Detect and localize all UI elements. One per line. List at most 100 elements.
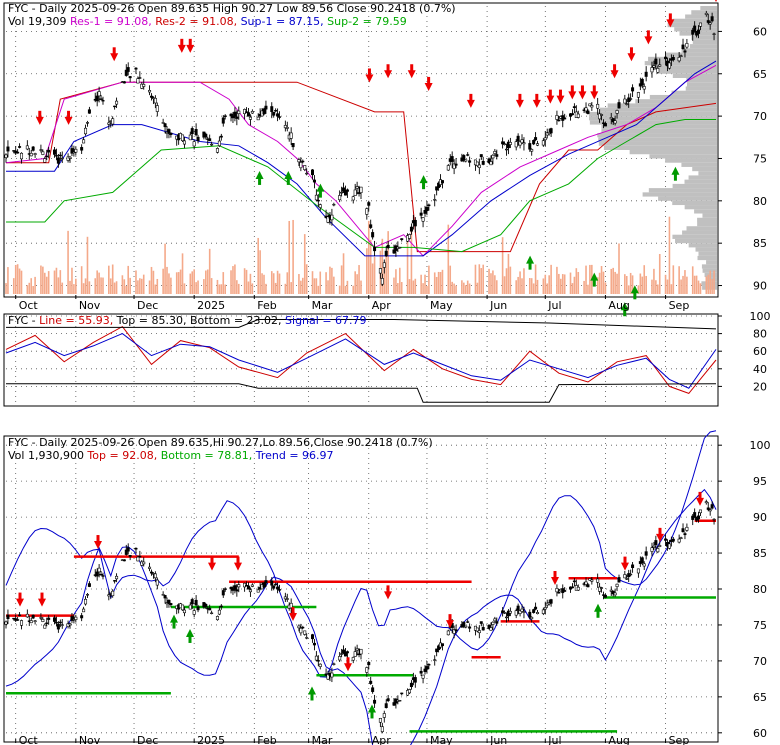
- candle-body: [466, 154, 470, 156]
- legend-part: Sup-2 = 79.59: [324, 15, 407, 28]
- candle-body: [437, 182, 441, 188]
- legend-part: Top = 92.08,: [84, 449, 157, 462]
- volume-bar: [517, 276, 519, 294]
- x-tick-label: Jul: [547, 734, 561, 745]
- candle-body: [563, 117, 567, 120]
- candle-body: [219, 605, 223, 608]
- candle-body: [481, 161, 485, 165]
- candle-body: [80, 615, 84, 619]
- candle-body: [650, 67, 654, 73]
- candle-body: [256, 589, 260, 593]
- candle-body: [572, 106, 576, 108]
- candle-body: [691, 29, 695, 35]
- volume-bar: [7, 267, 9, 294]
- candle-body: [97, 567, 101, 573]
- candle-body: [600, 587, 604, 589]
- up-arrow-stem: [422, 182, 426, 190]
- profile-bar: [697, 255, 717, 261]
- candle-body: [462, 155, 466, 161]
- volume-bar: [150, 266, 153, 294]
- volume-bar: [602, 271, 605, 294]
- candle-body: [392, 249, 396, 254]
- volume-bar: [618, 243, 620, 294]
- candle-body: [274, 583, 278, 586]
- volume-bar: [265, 283, 267, 294]
- candle-body: [495, 621, 499, 624]
- candle-body: [41, 151, 45, 155]
- candle-body: [667, 62, 671, 69]
- volume-bar: [247, 281, 250, 294]
- candle-body: [99, 98, 103, 100]
- volume-bar: [373, 257, 376, 294]
- candle-body: [534, 137, 538, 141]
- legend-part: Bottom = 78.81,: [157, 449, 252, 462]
- up-arrow-stem: [673, 173, 677, 181]
- x-tick-label: Dec: [137, 734, 158, 745]
- candle-body: [640, 557, 644, 563]
- candle-body: [378, 268, 382, 274]
- volume-bar: [249, 273, 252, 294]
- volume-bar: [488, 268, 490, 294]
- volume-bar: [354, 271, 356, 294]
- candle-body: [233, 585, 237, 590]
- profile-bar: [607, 103, 717, 108]
- volume-bar: [691, 266, 694, 294]
- candle-body: [31, 614, 35, 619]
- up-arrow-stem: [318, 190, 322, 198]
- candle-body: [68, 623, 72, 626]
- candle-body: [115, 100, 119, 105]
- y-tick-label: 80: [753, 583, 767, 596]
- candle-body: [598, 586, 602, 592]
- y-tick-label: 65: [753, 68, 767, 81]
- volume-bar: [612, 267, 614, 294]
- legend-part: Line = 55.93,: [36, 314, 114, 327]
- x-tick-label: Aug: [608, 734, 629, 745]
- osc-bottom: [6, 383, 717, 403]
- volume-bar: [682, 275, 684, 294]
- volume-bar: [532, 283, 535, 294]
- candle-body: [386, 244, 390, 249]
- candle-body: [555, 115, 559, 120]
- candle-body: [549, 599, 553, 604]
- candle-body: [557, 119, 561, 122]
- candle-body: [122, 559, 126, 562]
- volume-bar: [313, 278, 316, 294]
- volume-bar: [474, 264, 477, 294]
- up-arrow-stem: [310, 693, 314, 701]
- volume-bar: [292, 219, 294, 294]
- profile-bar: [597, 133, 717, 138]
- volume-bar: [67, 230, 69, 294]
- candle-body: [367, 662, 371, 666]
- candle-body: [613, 592, 617, 596]
- candle-body: [534, 606, 538, 610]
- candle-body: [229, 113, 233, 117]
- volume-bar: [393, 277, 395, 294]
- candle-body: [590, 579, 594, 582]
- x-tick-label: Jun: [489, 734, 507, 745]
- candle-body: [357, 653, 361, 656]
- candle-body: [318, 663, 322, 667]
- candle-body: [611, 590, 615, 595]
- candle-body: [343, 189, 347, 196]
- volume-bar: [319, 271, 322, 294]
- volume-bar: [121, 275, 124, 294]
- legend-part: FYC - Daily 2025-09-26 Open 89.635 High …: [8, 2, 456, 15]
- volume-bar: [135, 270, 137, 294]
- candle-body: [652, 65, 656, 68]
- down-arrow: [208, 562, 216, 571]
- candle-body: [501, 141, 505, 145]
- volume-bar: [523, 268, 525, 294]
- panel1-frame: [3, 2, 719, 298]
- candle-body: [522, 611, 526, 613]
- candle-body: [479, 154, 483, 158]
- volume-bar: [637, 285, 640, 294]
- volume-bar: [71, 267, 73, 294]
- candle-body: [155, 105, 159, 112]
- candle-body: [617, 102, 621, 109]
- candle-body: [115, 575, 119, 580]
- volume-bar: [490, 273, 492, 294]
- candle-body: [345, 651, 349, 654]
- profile-bar: [681, 162, 717, 167]
- volume-bar: [109, 278, 112, 294]
- volume-bar: [156, 278, 159, 294]
